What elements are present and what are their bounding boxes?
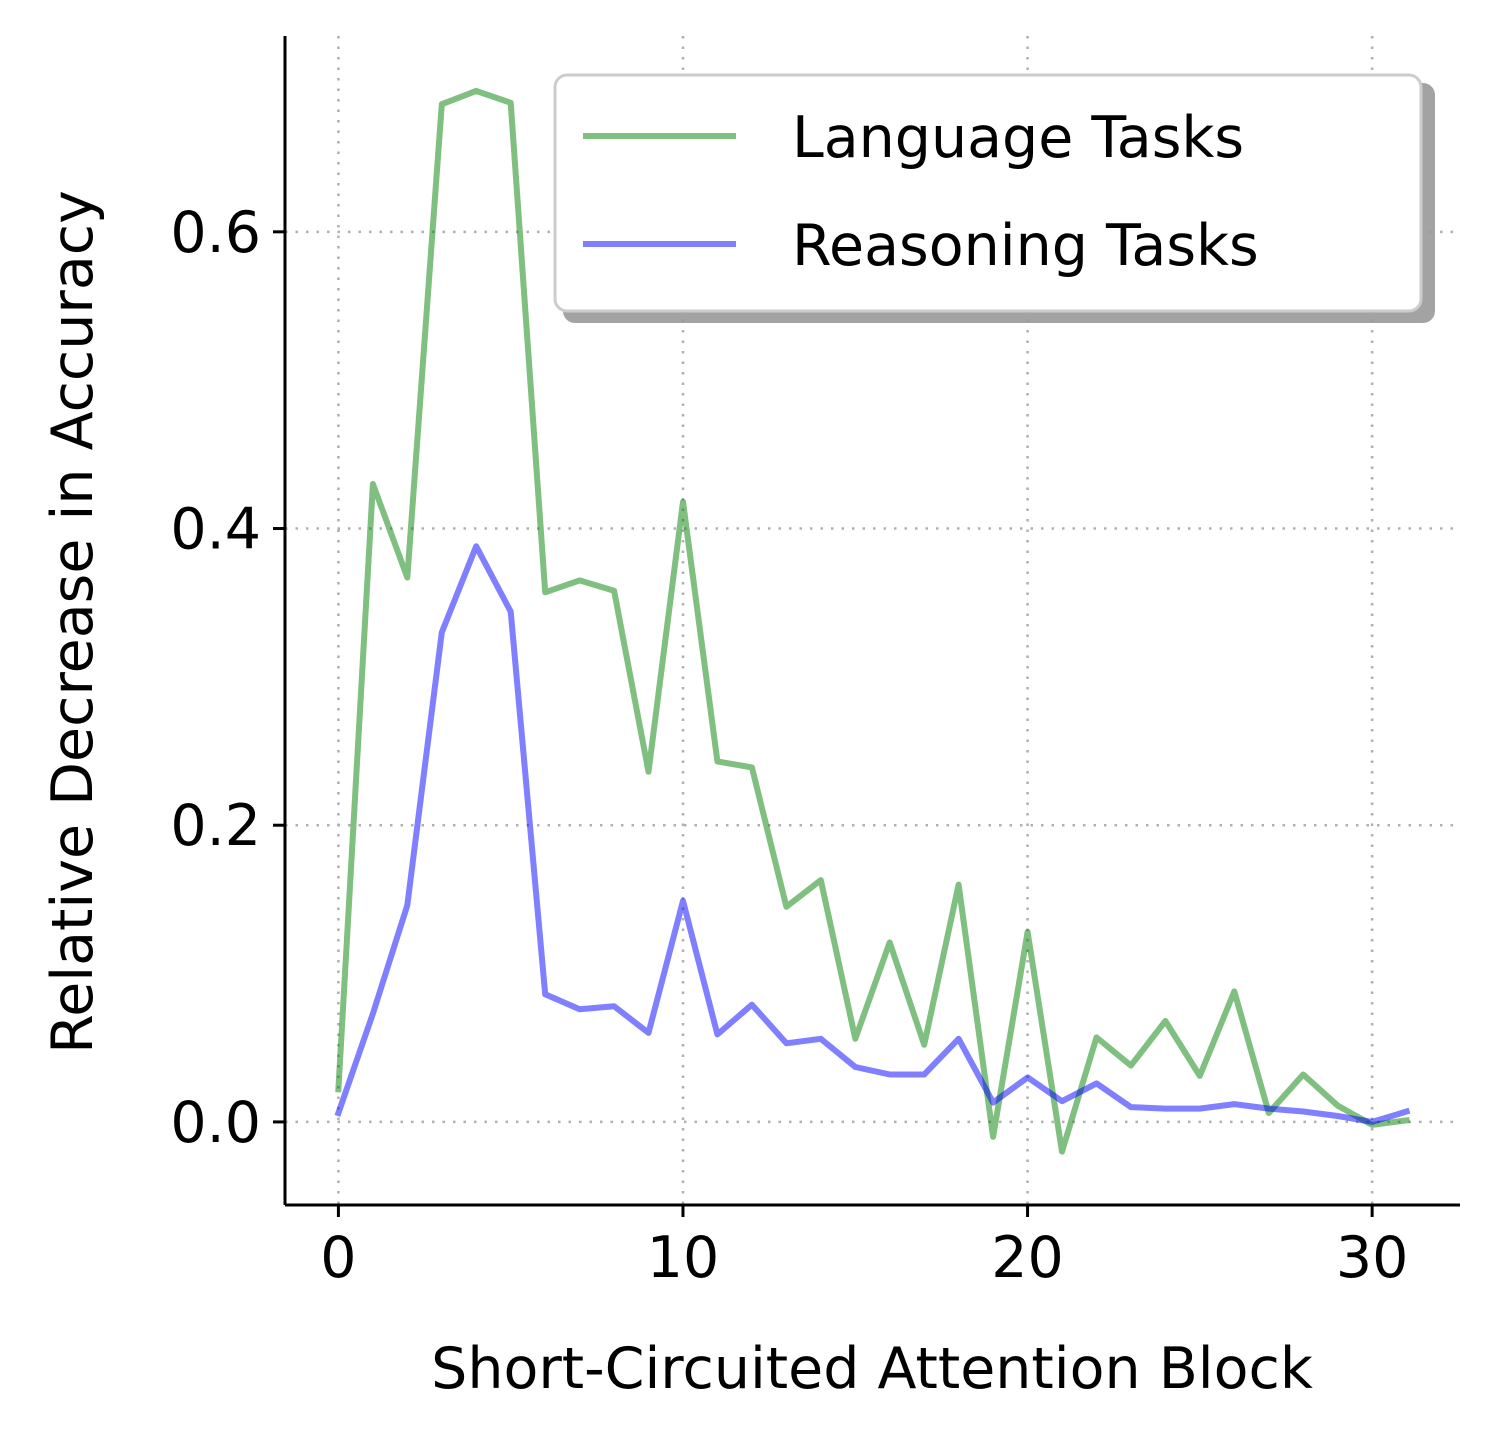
- x-axis-title: Short-Circuited Attention Block: [431, 1336, 1313, 1402]
- y-axis-title: Relative Decrease in Accuracy: [40, 190, 106, 1054]
- y-tick-label: 0.0: [170, 1090, 261, 1156]
- legend-label: Language Tasks: [792, 105, 1244, 171]
- ticks: 0 10 20 30 0.0 0.2 0.4 0.6: [170, 200, 1408, 1291]
- series-line: [335, 87, 1410, 1155]
- x-tick-label: 0: [320, 1225, 356, 1291]
- legend-label: Reasoning Tasks: [792, 213, 1259, 279]
- y-tick-label: 0.4: [170, 497, 261, 563]
- x-tick-label: 30: [1336, 1225, 1409, 1291]
- x-tick-label: 10: [647, 1225, 720, 1291]
- series-line: [334, 543, 1411, 1125]
- x-tick-label: 20: [991, 1225, 1064, 1291]
- plot-lines: [334, 87, 1411, 1155]
- legend: Language Tasks Reasoning Tasks: [553, 73, 1435, 323]
- y-tick-label: 0.6: [170, 200, 261, 266]
- legend-box: [553, 73, 1423, 313]
- y-tick-label: 0.2: [170, 793, 261, 859]
